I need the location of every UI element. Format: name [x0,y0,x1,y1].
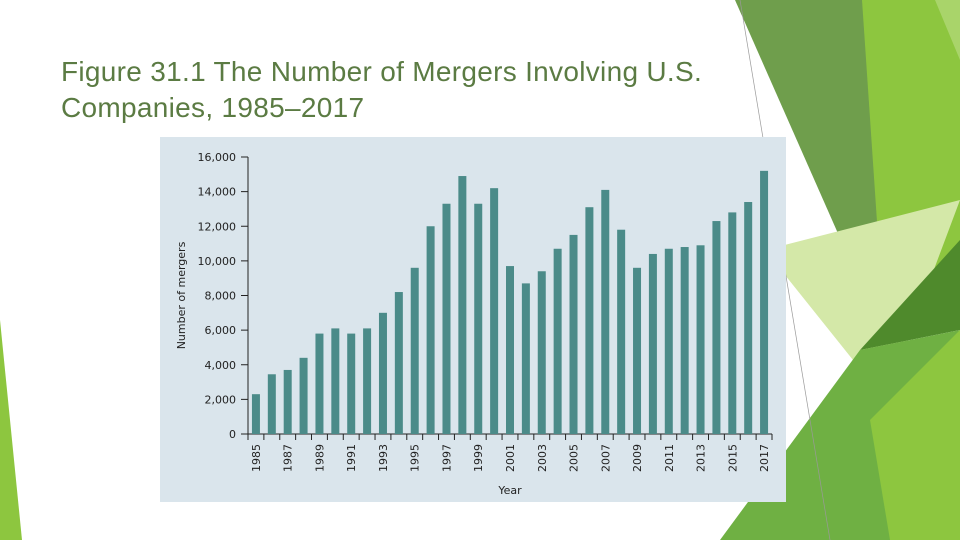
bar [648,253,657,434]
x-tick-label: 1991 [345,444,358,472]
bar [521,283,530,434]
bar [569,234,578,434]
bar [585,207,594,434]
bar [680,247,689,434]
x-tick-label: 2013 [695,444,708,472]
bar [331,328,340,434]
bar [490,188,499,434]
bar [299,357,308,434]
y-tick-label: 10,000 [198,255,237,268]
bar [696,245,705,434]
bar [283,369,292,434]
x-tick-label: 2009 [631,444,644,472]
bar [410,267,419,434]
bar [394,292,403,434]
deco-shape [0,320,22,540]
bar [744,202,753,434]
x-tick-label: 1989 [313,444,326,472]
x-tick-label: 1993 [377,444,390,472]
bar [267,374,276,434]
bar [664,248,673,434]
x-tick-label: 1997 [440,444,453,472]
x-tick-label: 2015 [726,444,739,472]
deco-shape [935,0,960,60]
x-tick-label: 2017 [758,444,771,472]
bar [506,266,514,434]
bar [553,248,562,434]
y-tick-label: 0 [229,428,236,441]
bar [601,189,610,434]
chart: 0 2,000 4,000 6,000 8,000 10,000 12,000 14,000 1… [175,151,773,497]
bar [442,203,451,434]
slide-title: Figure 31.1 The Number of Mergers Involv… [61,56,703,123]
bar [728,212,737,434]
deco-shape [765,200,960,400]
x-tick-label: 2007 [599,444,612,472]
y-axis-label: Number of mergers [175,241,188,349]
bar [251,394,260,434]
x-tick-label: 1985 [250,444,263,472]
x-tick-label: 1987 [282,444,295,472]
bar [474,203,483,434]
y-tick-label: 14,000 [198,186,237,199]
bar [426,226,435,434]
bar [315,333,324,434]
bar [537,271,546,434]
x-tick-label: 1995 [409,444,422,472]
bar [363,328,372,434]
x-tick-label: 2003 [536,444,549,472]
bar [458,176,467,434]
x-axis-label: Year [497,484,522,497]
x-tick-label: 1999 [472,444,485,472]
bar [712,221,721,434]
bar [347,333,356,434]
bar [378,312,387,434]
x-tick-label: 2011 [663,444,676,472]
bar [633,267,642,434]
x-tick-label: 2001 [504,444,517,472]
y-tick-label: 4,000 [205,359,237,372]
y-tick-label: 12,000 [198,220,237,233]
y-tick-label: 6,000 [205,324,237,337]
deco-shape [860,240,960,350]
bar [760,170,769,434]
bar [617,229,626,434]
deco-shape [870,330,960,540]
y-tick-label: 8,000 [205,290,237,303]
y-tick-label: 2,000 [205,393,237,406]
x-tick-label: 2005 [568,444,581,472]
y-tick-label: 16,000 [198,151,237,164]
